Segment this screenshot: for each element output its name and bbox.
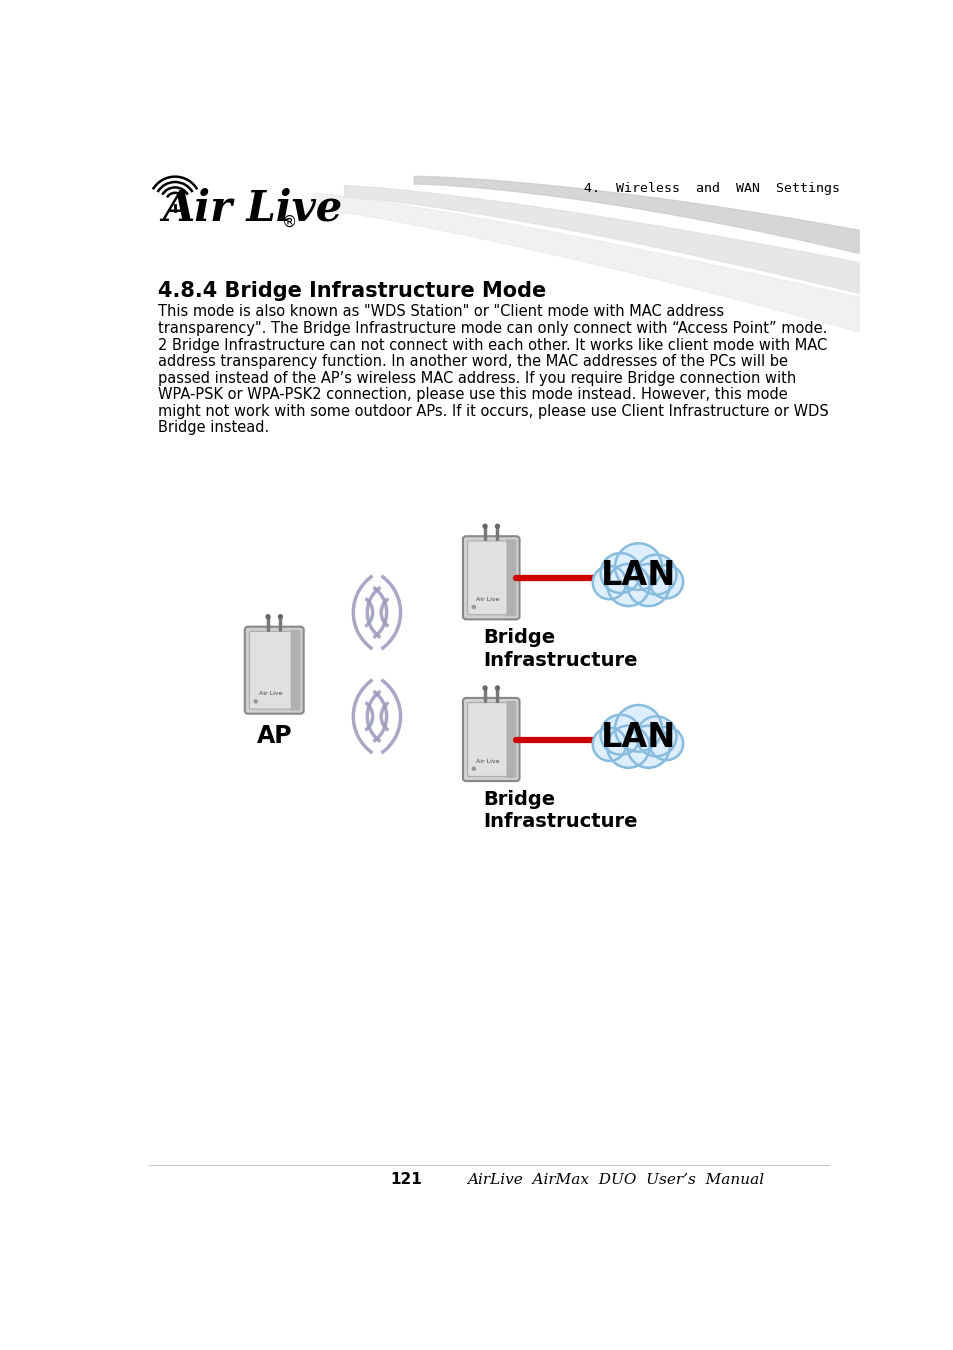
- Circle shape: [607, 564, 649, 606]
- Circle shape: [627, 726, 669, 768]
- FancyBboxPatch shape: [467, 541, 507, 614]
- FancyBboxPatch shape: [505, 539, 516, 617]
- Circle shape: [636, 717, 676, 756]
- Text: LAN: LAN: [600, 721, 676, 753]
- Circle shape: [495, 524, 498, 528]
- Circle shape: [592, 566, 625, 599]
- Text: WPA-PSK or WPA-PSK2 connection, please use this mode instead. However, this mode: WPA-PSK or WPA-PSK2 connection, please u…: [158, 387, 787, 402]
- Text: LAN: LAN: [600, 559, 676, 593]
- Circle shape: [266, 614, 270, 618]
- Text: Bridge instead.: Bridge instead.: [158, 420, 269, 435]
- Circle shape: [607, 726, 649, 768]
- Circle shape: [495, 686, 498, 690]
- Circle shape: [649, 566, 682, 598]
- FancyBboxPatch shape: [290, 630, 300, 710]
- Circle shape: [592, 728, 625, 761]
- Text: Bridge
Infrastructure: Bridge Infrastructure: [483, 628, 638, 670]
- FancyBboxPatch shape: [462, 536, 519, 620]
- Text: address transparency function. In another word, the MAC addresses of the PCs wil: address transparency function. In anothe…: [158, 354, 787, 369]
- Text: AirLive  AirMax  DUO  User’s  Manual: AirLive AirMax DUO User’s Manual: [466, 1173, 763, 1187]
- Circle shape: [649, 726, 682, 760]
- Text: This mode is also known as "WDS Station" or "Client mode with MAC address: This mode is also known as "WDS Station"…: [158, 305, 723, 320]
- Circle shape: [253, 699, 257, 703]
- FancyBboxPatch shape: [249, 632, 291, 709]
- Circle shape: [472, 767, 475, 771]
- Circle shape: [615, 705, 661, 752]
- FancyBboxPatch shape: [467, 702, 507, 776]
- Text: 121: 121: [390, 1172, 421, 1188]
- Text: AP: AP: [256, 724, 292, 748]
- Circle shape: [615, 543, 661, 590]
- Text: Air Live: Air Live: [162, 188, 342, 230]
- Text: Bridge
Infrastructure: Bridge Infrastructure: [483, 790, 638, 832]
- Circle shape: [627, 564, 669, 606]
- Circle shape: [482, 686, 486, 690]
- FancyBboxPatch shape: [245, 626, 303, 714]
- Text: 2 Bridge Infrastructure can not connect with each other. It works like client mo: 2 Bridge Infrastructure can not connect …: [158, 338, 826, 352]
- Text: transparency". The Bridge Infrastructure mode can only connect with “Access Poin: transparency". The Bridge Infrastructure…: [158, 321, 826, 336]
- Circle shape: [600, 714, 640, 755]
- Circle shape: [482, 524, 486, 528]
- Circle shape: [600, 554, 640, 593]
- Text: Air Live: Air Live: [258, 691, 282, 697]
- Text: passed instead of the AP’s wireless MAC address. If you require Bridge connectio: passed instead of the AP’s wireless MAC …: [158, 371, 796, 386]
- Text: ®: ®: [282, 215, 297, 230]
- Text: 4.  Wireless  and  WAN  Settings: 4. Wireless and WAN Settings: [583, 182, 840, 196]
- FancyBboxPatch shape: [505, 701, 516, 778]
- Text: Air Live: Air Live: [476, 759, 498, 764]
- FancyBboxPatch shape: [462, 698, 519, 782]
- Circle shape: [278, 614, 282, 618]
- Text: 4.8.4 Bridge Infrastructure Mode: 4.8.4 Bridge Infrastructure Mode: [158, 281, 546, 301]
- Circle shape: [636, 555, 676, 594]
- Text: Air Live: Air Live: [476, 597, 498, 602]
- Circle shape: [472, 606, 475, 609]
- Text: might not work with some outdoor APs. If it occurs, please use Client Infrastruc: might not work with some outdoor APs. If…: [158, 404, 828, 418]
